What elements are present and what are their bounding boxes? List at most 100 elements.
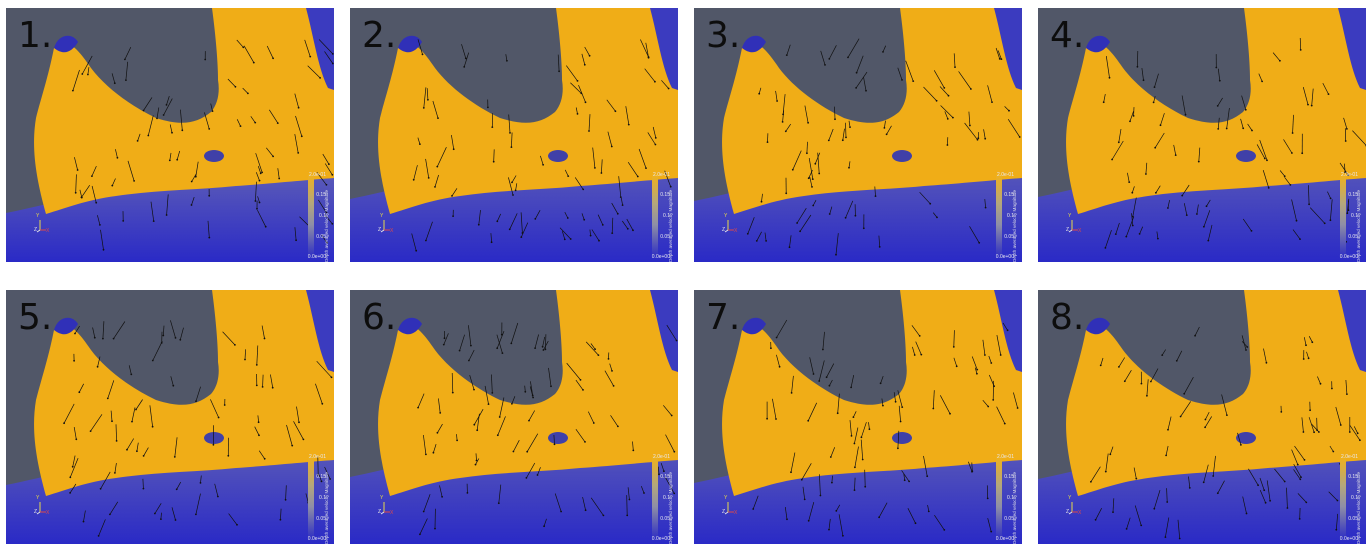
velocity-arrowhead <box>976 369 978 371</box>
velocity-arrowhead <box>807 122 809 124</box>
velocity-arrowhead <box>78 391 80 393</box>
velocity-arrowhead <box>264 338 266 340</box>
velocity-arrow <box>1218 98 1223 106</box>
velocity-arrowhead <box>1217 492 1219 494</box>
velocity-arrowhead <box>156 118 158 120</box>
velocity-arrowhead <box>77 169 79 171</box>
velocity-arrowhead <box>491 392 493 394</box>
velocity-arrow <box>506 54 507 61</box>
velocity-arrowhead <box>417 407 419 409</box>
velocity-arrow <box>103 321 104 338</box>
velocity-arrowhead <box>99 224 101 226</box>
colorbar-tick: 0.0e+00 <box>1336 254 1358 260</box>
velocity-arrow <box>627 495 628 515</box>
velocity-arrowhead <box>1204 426 1206 428</box>
velocity-arrow <box>848 39 859 58</box>
velocity-arrow <box>1195 327 1199 336</box>
colorbar-tick: 0.0e+00 <box>992 536 1014 542</box>
velocity-arrowhead <box>615 110 617 112</box>
velocity-arrowhead <box>1340 424 1342 426</box>
velocity-arrowhead <box>537 474 539 476</box>
velocity-arrowhead <box>1165 455 1167 457</box>
velocity-arrowhead <box>242 46 244 48</box>
velocity-arrowhead <box>812 178 814 180</box>
island <box>204 150 224 162</box>
velocity-arrowhead <box>195 400 197 402</box>
velocity-arrowhead <box>864 486 866 488</box>
velocity-arrowhead <box>1118 141 1120 143</box>
velocity-arrowhead <box>977 139 979 141</box>
velocity-arrowhead <box>775 418 777 420</box>
velocity-arrowhead <box>532 397 534 399</box>
velocity-arrowhead <box>258 434 260 436</box>
velocity-arrowhead <box>835 510 837 512</box>
velocity-arrowhead <box>663 470 665 472</box>
velocity-arrowhead <box>513 451 515 453</box>
velocity-arrowhead <box>1304 459 1306 461</box>
velocity-arrow <box>883 46 886 52</box>
simulation-panel-1: 1. 2.0e-01 0.15 0.1 0.05 0.0e+00 Depth a… <box>6 8 334 262</box>
velocity-arrow <box>1162 350 1166 356</box>
velocity-arrowhead <box>419 533 421 535</box>
velocity-arrowhead <box>473 389 475 391</box>
velocity-arrow <box>829 45 836 59</box>
velocity-arrowhead <box>550 385 552 387</box>
velocity-arrowhead <box>1245 109 1247 111</box>
velocity-arrowhead <box>831 482 833 484</box>
velocity-arrowhead <box>217 496 219 498</box>
velocity-arrowhead <box>953 346 955 348</box>
velocity-arrowhead <box>1154 86 1156 88</box>
velocity-arrowhead <box>125 79 127 81</box>
velocity-arrowhead <box>1324 222 1326 224</box>
velocity-arrowhead <box>1359 439 1361 441</box>
velocity-arrowhead <box>970 88 972 90</box>
velocity-arrowhead <box>258 421 260 423</box>
velocity-arrowhead <box>792 169 794 171</box>
velocity-arrowhead <box>437 432 439 434</box>
velocity-arrowhead <box>601 172 603 174</box>
colorbar-title: Depth averaged velocity Magnitude <box>668 176 676 262</box>
velocity-arrow <box>126 62 128 80</box>
velocity-arrowhead <box>476 429 478 431</box>
velocity-arrowhead <box>1000 354 1002 356</box>
velocity-arrowhead <box>434 528 436 530</box>
velocity-arrowhead <box>865 90 867 92</box>
velocity-arrowhead <box>437 117 439 119</box>
velocity-arrowhead <box>570 238 572 240</box>
velocity-arrowhead <box>1167 207 1169 209</box>
velocity-arrowhead <box>97 366 99 368</box>
velocity-arrowhead <box>147 135 149 137</box>
velocity-arrowhead <box>1125 236 1127 238</box>
colorbar-tick: 0.15 <box>992 192 1014 198</box>
velocity-arrowhead <box>1307 104 1309 106</box>
velocity-arrowhead <box>861 436 863 438</box>
velocity-arrow <box>1177 351 1182 361</box>
colorbar-tick: 2.0e-01 <box>648 172 670 178</box>
velocity-arrow <box>163 326 164 336</box>
simulation-panel-2: 2. 2.0e-01 0.15 0.1 0.05 0.0e+00 Depth a… <box>350 8 678 262</box>
axes-triad-icon: Y Z X <box>1064 214 1086 236</box>
velocity-arrowhead <box>577 80 579 82</box>
velocity-arrowhead <box>136 450 138 452</box>
velocity-arrowhead <box>1279 60 1281 62</box>
velocity-arrowhead <box>929 203 931 205</box>
velocity-arrowhead <box>256 208 258 210</box>
colorbar-tick: 0.1 <box>648 495 670 501</box>
velocity-arrowhead <box>1109 453 1111 455</box>
velocity-arrowhead <box>130 374 132 376</box>
velocity-arrowhead <box>491 241 493 243</box>
velocity-arrowhead <box>244 359 246 361</box>
velocity-arrowhead <box>1165 536 1167 538</box>
velocity-arrowhead <box>218 417 220 419</box>
velocity-arrowhead <box>992 399 994 401</box>
velocity-arrowhead <box>542 346 544 348</box>
velocity-arrowhead <box>1219 80 1221 82</box>
velocity-arrow <box>460 335 465 351</box>
velocity-arrowhead <box>272 156 274 158</box>
colorbar-tick: 2.0e-01 <box>1336 172 1358 178</box>
velocity-arrowhead <box>632 450 634 452</box>
velocity-arrowhead <box>467 492 469 494</box>
velocity-arrowhead <box>834 118 836 120</box>
velocity-field-map <box>6 8 334 262</box>
axes-triad-icon: Y Z X <box>32 496 54 518</box>
